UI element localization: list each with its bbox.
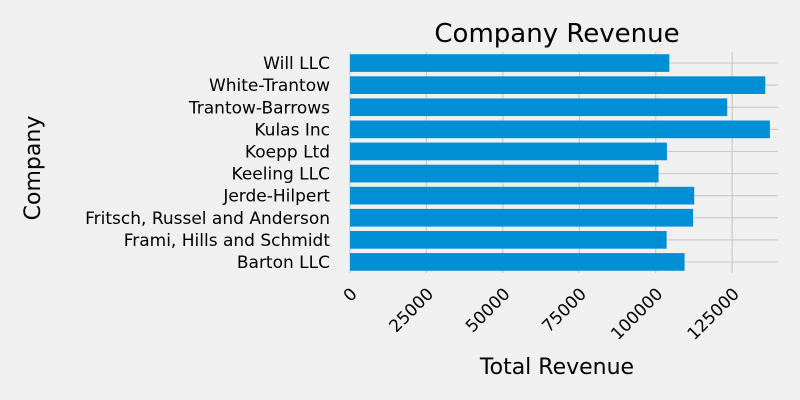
bar	[350, 142, 667, 161]
bar	[350, 208, 694, 227]
chart-title: Company Revenue	[434, 19, 679, 49]
x-tick-label: 75000	[538, 284, 590, 336]
x-tick-label: 125000	[684, 284, 744, 344]
bar	[350, 54, 670, 72]
x-axis-label: Total Revenue	[479, 355, 634, 380]
y-tick-label: Barton LLC	[237, 253, 330, 273]
x-tick-label: 0	[340, 284, 362, 306]
y-tick-label: Will LLC	[263, 54, 330, 74]
y-tick-label: Jerde-Hilpert	[222, 187, 330, 207]
y-tick-label: Keeling LLC	[232, 165, 330, 185]
y-tick-label: Trantow-Barrows	[188, 98, 330, 118]
x-tick-labels: 0 25000 50000 75000 100000 125000	[340, 284, 744, 344]
y-tick-label: White-Trantow	[209, 76, 330, 96]
y-tick-label: Koepp Ltd	[245, 142, 330, 162]
bar	[350, 76, 766, 94]
bar	[350, 120, 770, 139]
x-tick-label: 25000	[386, 284, 438, 336]
y-tick-label: Kulas Inc	[254, 120, 330, 140]
bar	[350, 98, 728, 117]
bars	[350, 54, 770, 271]
bar	[350, 164, 659, 183]
y-tick-label: Fritsch, Russel and Anderson	[85, 209, 330, 229]
bar	[350, 231, 667, 249]
x-tick-label: 100000	[607, 284, 667, 344]
x-tick-label: 50000	[462, 284, 514, 336]
y-tick-label: Frami, Hills and Schmidt	[124, 231, 331, 251]
y-axis-label: Company	[21, 116, 46, 221]
bar	[350, 186, 695, 205]
bar	[350, 253, 685, 271]
